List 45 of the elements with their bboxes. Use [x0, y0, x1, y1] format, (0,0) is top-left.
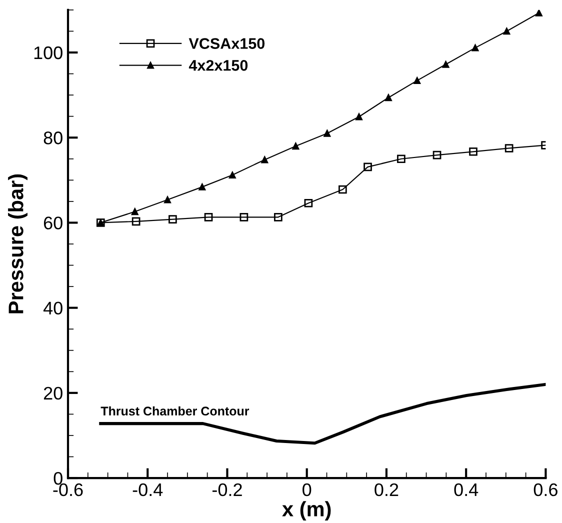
- x-tick-label: 0: [302, 483, 312, 496]
- point: [168, 215, 177, 224]
- y-axis-title: Pressure (bar): [8, 174, 28, 314]
- point: [469, 147, 478, 156]
- point: [384, 94, 392, 102]
- point: [338, 185, 347, 194]
- point: [261, 156, 268, 164]
- point: [204, 213, 213, 222]
- point: [324, 130, 331, 137]
- point: [504, 144, 514, 152]
- legend-label: VCSAx150: [188, 38, 265, 49]
- x-tick-label: -0.4: [132, 483, 163, 496]
- point: [240, 213, 248, 222]
- point: [535, 10, 542, 16]
- y-tick-label: 0: [54, 472, 62, 485]
- y-tick-label: 80: [44, 132, 62, 144]
- point: [364, 162, 372, 172]
- point: [397, 154, 406, 164]
- x-tick-label: -0.2: [212, 483, 242, 496]
- point: [274, 213, 282, 222]
- y-tick-label: 40: [43, 302, 62, 315]
- point: [304, 198, 313, 208]
- point: [432, 150, 442, 160]
- annotation: Thrust Chamber Contour: [100, 406, 250, 416]
- point: [228, 172, 236, 179]
- point: [414, 77, 421, 84]
- point: [131, 208, 138, 216]
- point: [503, 28, 510, 35]
- point: [442, 60, 450, 68]
- legend-label: 4x2x150: [188, 60, 248, 71]
- x-tick-label: -0.6: [53, 483, 83, 496]
- x-tick-label: 0.4: [454, 483, 478, 496]
- x-axis-title: x (m): [282, 501, 331, 521]
- y-tick-label: 100: [34, 46, 62, 60]
- point: [356, 113, 362, 120]
- x-tick-label: 0.6: [534, 483, 558, 496]
- point: [198, 183, 206, 190]
- x-tick-label: 0.2: [374, 483, 398, 496]
- line-series: [99, 382, 546, 445]
- y-tick-label: 60: [44, 216, 62, 230]
- point: [164, 196, 171, 204]
- point: [472, 44, 479, 52]
- point: [132, 217, 140, 226]
- point: [292, 142, 300, 150]
- y-tick-label: 20: [44, 386, 62, 400]
